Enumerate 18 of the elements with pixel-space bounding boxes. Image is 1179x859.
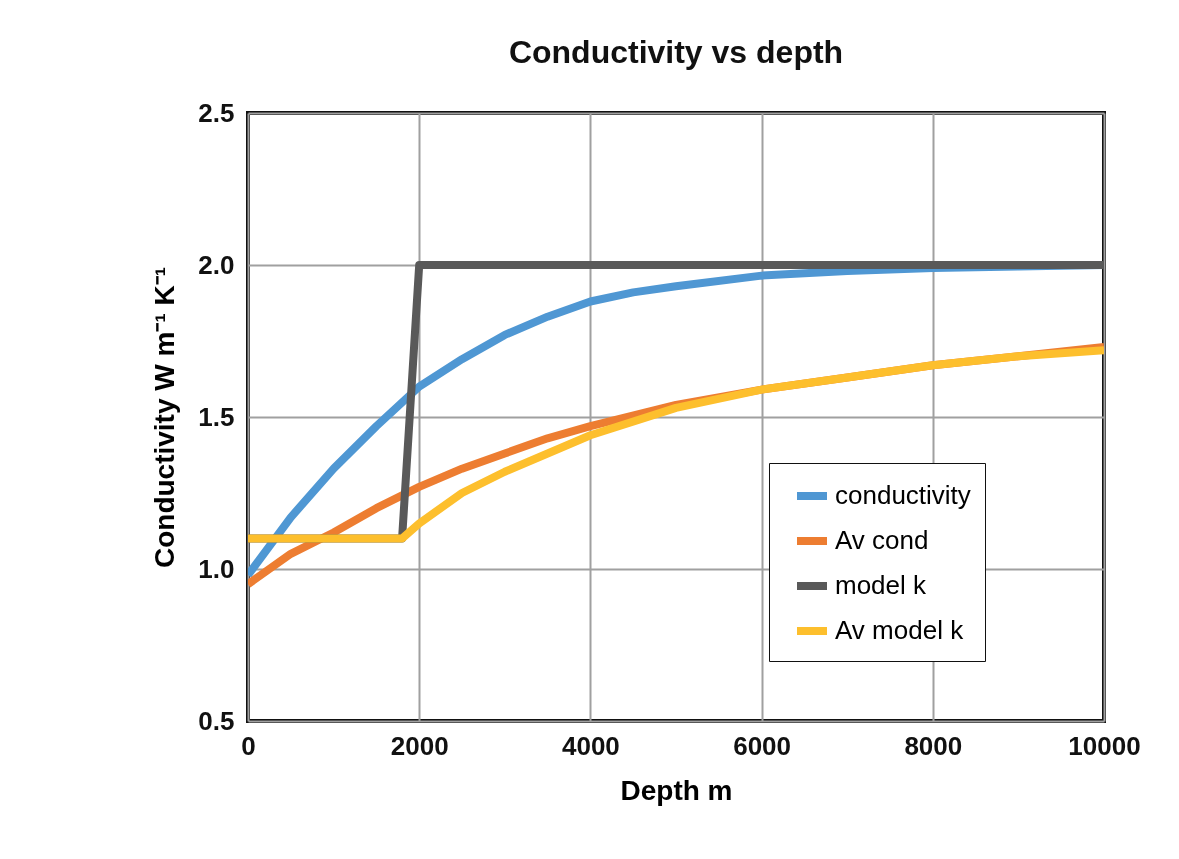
chart-title: Conductivity vs depth	[508, 34, 844, 70]
y-tick-label: 1.5	[198, 401, 235, 432]
y-tick-label: 0.5	[198, 705, 235, 736]
y-tick-label: 1.0	[198, 553, 235, 584]
x-tick-label: 6000	[733, 730, 792, 761]
y-axis-title: Conductivity W m⁻¹ K⁻¹	[149, 266, 181, 569]
y-tick-label: 2.5	[198, 97, 235, 128]
legend-label: Av cond	[835, 525, 929, 555]
x-tick-label: 2000	[390, 730, 449, 761]
legend-label: Av model k	[835, 615, 965, 645]
x-tick-label: 8000	[904, 730, 963, 761]
legend-label: model k	[835, 570, 928, 600]
x-tick-label: 10000	[1068, 730, 1141, 761]
x-tick-label: 4000	[561, 730, 620, 761]
x-axis-title: Depth m	[620, 774, 733, 806]
y-tick-label: 2.0	[198, 249, 235, 280]
x-tick-label: 0	[241, 730, 256, 761]
legend-label: conductivity	[835, 480, 971, 510]
